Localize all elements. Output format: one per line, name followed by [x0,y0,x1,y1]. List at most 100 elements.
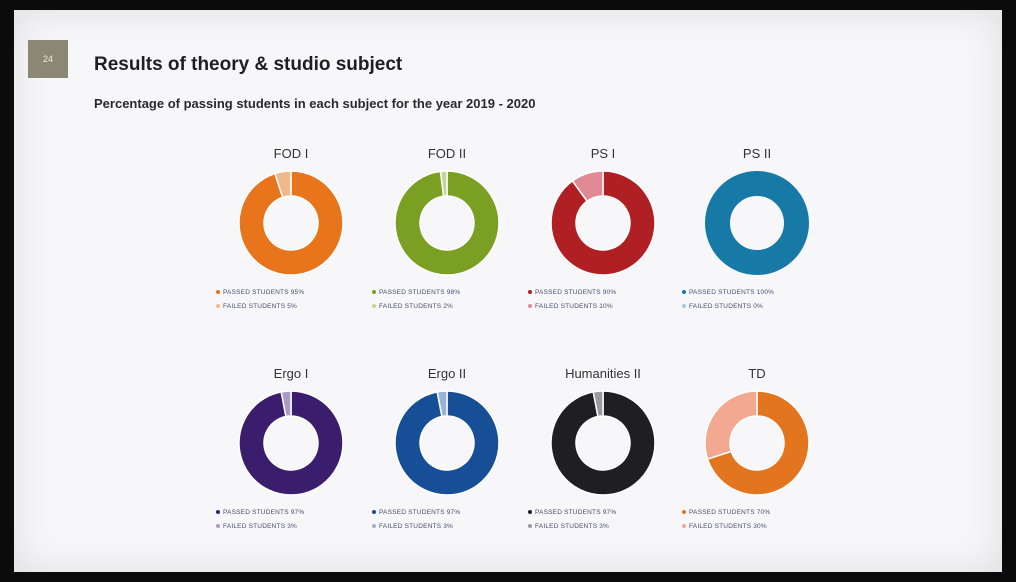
legend-entry-passed: PASSED STUDENTS 95% [216,286,366,300]
donut-slice-passed [238,390,344,496]
legend: PASSED STUDENTS 95% FAILED STUDENTS 5% [216,286,366,314]
donut-slice-passed [238,170,344,276]
legend-label: FAILED STUDENTS 5% [223,303,298,310]
legend-entry-passed: PASSED STUDENTS 100% [682,286,832,300]
legend: PASSED STUDENTS 97% FAILED STUDENTS 3% [528,506,678,534]
legend: PASSED STUDENTS 100% FAILED STUDENTS 0% [682,286,832,314]
legend-label: FAILED STUDENTS 3% [223,523,298,530]
chart-title: FOD II [427,146,467,161]
legend-label: FAILED STUDENTS 30% [689,523,767,530]
donut-graphic [394,390,500,496]
legend-marker [216,304,220,309]
legend-marker [372,524,376,529]
donut-slice-passed [706,390,810,496]
slide-subtitle: Percentage of passing students in each s… [94,96,536,111]
donut-slice-passed [550,170,656,276]
donut-slice-passed [550,390,656,496]
legend-label: FAILED STUDENTS 3% [379,523,454,530]
donut-graphic [704,390,810,496]
legend-label: FAILED STUDENTS 10% [535,303,613,310]
donut-chart-2: FOD II PASSED STUDENTS 98% FAILED STUDEN… [372,146,522,314]
legend: PASSED STUDENTS 90% FAILED STUDENTS 10% [528,286,678,314]
chart-title: FOD I [273,146,309,161]
donut-slice-failed [273,170,292,199]
legend-entry-passed: PASSED STUDENTS 98% [372,286,522,300]
slide-title: Results of theory & studio subject [94,54,403,75]
legend-label: PASSED STUDENTS 97% [535,509,617,516]
legend-entry-failed: FAILED STUDENTS 5% [216,300,366,314]
chart-title: Ergo I [273,366,309,381]
legend-entry-failed: FAILED STUDENTS 0% [682,300,832,314]
legend-marker [682,304,686,309]
legend-label: PASSED STUDENTS 98% [379,289,461,296]
legend-marker [682,510,686,515]
legend-marker [528,524,532,529]
legend-marker [372,304,376,309]
donut-graphic [238,390,344,496]
page-number: 24 [42,54,53,64]
legend-entry-passed: PASSED STUDENTS 90% [528,286,678,300]
legend: PASSED STUDENTS 97% FAILED STUDENTS 3% [372,506,522,534]
chart-title: Humanities II [565,366,641,381]
legend-label: FAILED STUDENTS 3% [535,523,610,530]
donut-graphic [238,170,344,276]
donut-chart-6: Ergo II PASSED STUDENTS 97% FAILED STUDE… [372,366,522,534]
legend: PASSED STUDENTS 70% FAILED STUDENTS 30% [682,506,832,534]
donut-chart-1: FOD I PASSED STUDENTS 95% FAILED STUDENT… [216,146,366,314]
legend-marker [216,510,220,515]
legend-label: FAILED STUDENTS 2% [379,303,454,310]
donut-slice-failed [704,390,758,461]
legend-entry-failed: FAILED STUDENTS 10% [528,300,678,314]
chart-title: Ergo II [427,366,467,381]
donut-slice-failed [571,170,604,203]
legend-marker [216,290,220,295]
chart-title: TD [748,366,766,381]
legend-label: PASSED STUDENTS 97% [379,509,461,516]
legend-label: PASSED STUDENTS 70% [689,509,771,516]
donut-slice-passed [394,390,500,496]
legend-entry-failed: FAILED STUDENTS 3% [528,520,678,534]
donut-graphic [550,390,656,496]
legend-marker [682,290,686,295]
legend-marker [682,524,686,529]
donut-slice-failed [592,390,604,418]
page-number-badge: 24 [28,40,68,78]
legend-label: PASSED STUDENTS 100% [689,289,775,296]
legend-marker [528,510,532,515]
legend-marker [372,290,376,295]
legend-label: FAILED STUDENTS 0% [689,303,764,310]
legend-entry-passed: PASSED STUDENTS 97% [216,506,366,520]
donut-chart-5: Ergo I PASSED STUDENTS 97% FAILED STUDEN… [216,366,366,534]
donut-graphic [394,170,500,276]
legend-entry-failed: FAILED STUDENTS 3% [372,520,522,534]
legend-entry-failed: FAILED STUDENTS 30% [682,520,832,534]
legend-marker [528,290,532,295]
slide: 24 Results of theory & studio subject Pe… [14,10,1002,572]
donut-slice-failed [436,390,448,418]
legend-marker [216,524,220,529]
legend: PASSED STUDENTS 97% FAILED STUDENTS 3% [216,506,366,534]
legend-label: PASSED STUDENTS 95% [223,289,305,296]
donut-slice-passed [394,170,500,276]
legend-entry-failed: FAILED STUDENTS 3% [216,520,366,534]
legend-marker [528,304,532,309]
donut-slice-failed [280,390,292,418]
legend-marker [372,510,376,515]
chart-title: PS I [590,146,616,161]
legend: PASSED STUDENTS 98% FAILED STUDENTS 2% [372,286,522,314]
chart-title: PS II [742,146,772,161]
legend-entry-passed: PASSED STUDENTS 97% [372,506,522,520]
legend-entry-passed: PASSED STUDENTS 70% [682,506,832,520]
legend-entry-passed: PASSED STUDENTS 97% [528,506,678,520]
donut-chart-4: PS II PASSED STUDENTS 100% FAILED STUDEN… [682,146,832,314]
donut-graphic [550,170,656,276]
donut-graphic [705,171,809,275]
legend-label: PASSED STUDENTS 97% [223,509,305,516]
legend-label: PASSED STUDENTS 90% [535,289,617,296]
legend-entry-failed: FAILED STUDENTS 2% [372,300,522,314]
donut-chart-7: Humanities II PASSED STUDENTS 97% FAILED… [528,366,678,534]
donut-chart-8: TD PASSED STUDENTS 70% FAILED STUDENTS 3… [682,366,832,534]
donut-slice-failed [439,170,448,198]
donut-slice-passed [705,171,809,275]
donut-chart-3: PS I PASSED STUDENTS 90% FAILED STUDENTS… [528,146,678,314]
